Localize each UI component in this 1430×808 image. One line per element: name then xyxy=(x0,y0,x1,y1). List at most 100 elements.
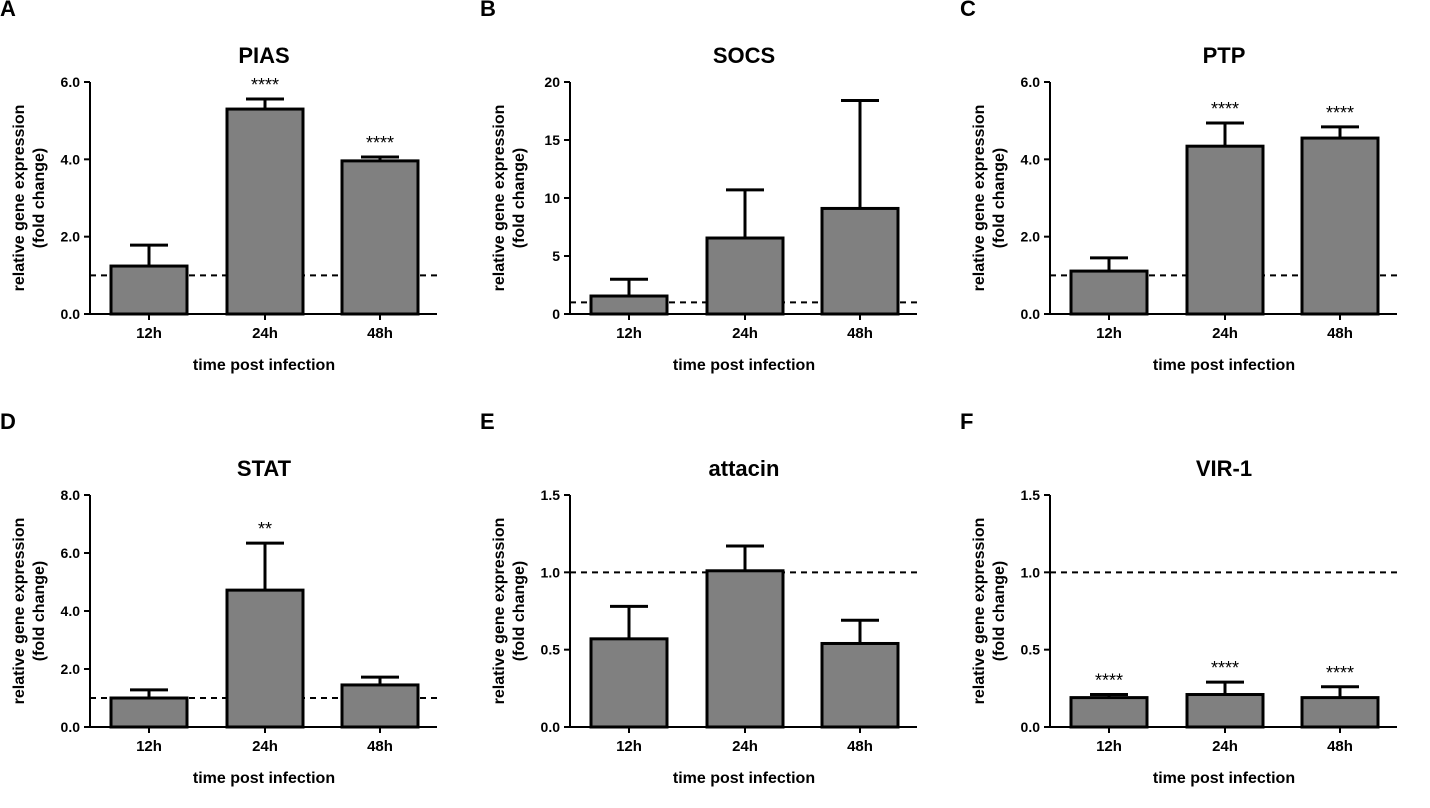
bar-24h xyxy=(1185,144,1265,316)
y-axis-label: relative gene expression (fold change) xyxy=(11,518,48,705)
bar-24h xyxy=(705,569,785,729)
bar-48h xyxy=(340,683,420,729)
y-axis-label-line: relative gene expression xyxy=(491,518,508,705)
chart-svg: B SOCS relative gene expression (fold chang… xyxy=(480,0,917,374)
significance-label: **** xyxy=(1095,671,1123,691)
bar-48h xyxy=(820,641,900,729)
panel-f: F VIR-1 relative gene expression (fold chan… xyxy=(960,409,1430,803)
panel-letter: A xyxy=(0,0,16,21)
y-tick-label: 5 xyxy=(552,248,560,264)
x-axis-label: time post infection xyxy=(193,770,335,787)
y-tick-label: 6.0 xyxy=(61,545,81,561)
y-axis-label-line: relative gene expression xyxy=(971,105,988,292)
x-axis-label: time post infection xyxy=(1153,357,1295,374)
x-axis-label: time post infection xyxy=(673,770,815,787)
x-tick-label: 48h xyxy=(367,738,393,755)
panel-a: A PIAS relative gene expression (fold chang… xyxy=(0,0,476,390)
x-tick-label: 12h xyxy=(616,325,642,342)
x-tick-label: 48h xyxy=(1327,325,1353,342)
y-axis-label-line: relative gene expression xyxy=(971,518,988,705)
bar-24h xyxy=(1185,693,1265,729)
bar-12h xyxy=(1069,696,1149,729)
x-axis-label: time post infection xyxy=(673,357,815,374)
y-tick-label: 4.0 xyxy=(61,151,81,167)
y-tick-label: 1.5 xyxy=(541,487,561,503)
panel-letter: F xyxy=(960,413,973,434)
bar-24h xyxy=(705,236,785,316)
x-tick-label: 24h xyxy=(1212,325,1238,342)
x-tick-label: 48h xyxy=(847,325,873,342)
y-tick-label: 2.0 xyxy=(1021,229,1041,245)
y-axis-label-line: relative gene expression xyxy=(491,105,508,292)
y-tick-label: 1.0 xyxy=(1021,564,1041,580)
x-tick-label: 48h xyxy=(367,325,393,342)
y-tick-label: 0.0 xyxy=(61,306,81,322)
bar-12h xyxy=(589,637,669,729)
chart-svg: D STAT relative gene expression (fold chang… xyxy=(0,409,437,787)
y-tick-label: 8.0 xyxy=(61,487,81,503)
x-tick-label: 12h xyxy=(1096,325,1122,342)
bar-24h xyxy=(225,107,305,316)
y-tick-label: 0.0 xyxy=(61,719,81,735)
bar-48h xyxy=(1300,696,1380,729)
x-tick-label: 24h xyxy=(252,325,278,342)
y-tick-label: 0.0 xyxy=(1021,719,1041,735)
y-tick-label: 2.0 xyxy=(61,661,81,677)
y-axis-label-line: (fold change) xyxy=(991,561,1008,661)
x-tick-label: 24h xyxy=(1212,738,1238,755)
y-axis-label: relative gene expression (fold change) xyxy=(491,105,528,292)
y-tick-label: 4.0 xyxy=(1021,151,1041,167)
y-tick-label: 0.0 xyxy=(1021,306,1041,322)
significance-label: **** xyxy=(251,75,279,95)
significance-label: ** xyxy=(258,519,272,539)
y-tick-label: 0 xyxy=(552,306,560,322)
x-tick-label: 12h xyxy=(136,738,162,755)
y-axis-label-line: (fold change) xyxy=(511,561,528,661)
x-axis-label: time post infection xyxy=(193,357,335,374)
y-tick-label: 1.0 xyxy=(541,564,561,580)
bar-12h xyxy=(109,264,189,316)
y-axis-label: relative gene expression (fold change) xyxy=(11,105,48,292)
y-axis-label: relative gene expression (fold change) xyxy=(971,105,1008,292)
y-tick-label: 2.0 xyxy=(61,229,81,245)
x-tick-label: 48h xyxy=(1327,738,1353,755)
chart-svg: F VIR-1 relative gene expression (fold chan… xyxy=(960,409,1397,787)
chart-title: STAT xyxy=(237,456,292,481)
x-tick-label: 24h xyxy=(732,325,758,342)
y-tick-label: 6.0 xyxy=(1021,74,1041,90)
chart-svg: C PTP relative gene expression (fold change… xyxy=(960,0,1397,374)
bar-12h xyxy=(1069,269,1149,316)
bar-12h xyxy=(589,294,669,316)
panel-letter: B xyxy=(480,0,496,21)
bar-48h xyxy=(820,206,900,316)
panel-letter: D xyxy=(0,413,16,434)
panel-letter: E xyxy=(480,413,495,434)
chart-title: PIAS xyxy=(238,43,289,68)
y-tick-label: 20 xyxy=(544,74,560,90)
y-tick-label: 0.5 xyxy=(541,642,561,658)
panel-d: D STAT relative gene expression (fold chang… xyxy=(0,409,476,803)
y-axis-label-line: relative gene expression xyxy=(11,518,28,705)
x-tick-label: 48h xyxy=(847,738,873,755)
panel-b: B SOCS relative gene expression (fold chang… xyxy=(480,0,956,390)
y-tick-label: 6.0 xyxy=(61,74,81,90)
x-tick-label: 12h xyxy=(616,738,642,755)
y-axis-label-line: relative gene expression xyxy=(11,105,28,292)
bar-48h xyxy=(340,159,420,316)
x-tick-label: 24h xyxy=(252,738,278,755)
significance-label: **** xyxy=(1326,663,1354,683)
panel-letter: C xyxy=(960,0,976,21)
panel-c: C PTP relative gene expression (fold change… xyxy=(960,0,1430,390)
chart-title: attacin xyxy=(709,456,780,481)
y-axis-label-line: (fold change) xyxy=(991,148,1008,248)
x-tick-label: 24h xyxy=(732,738,758,755)
bar-48h xyxy=(1300,136,1380,316)
chart-svg: A PIAS relative gene expression (fold chang… xyxy=(0,0,437,374)
y-axis-label-line: (fold change) xyxy=(31,561,48,661)
y-axis-label-line: (fold change) xyxy=(31,148,48,248)
bar-24h xyxy=(225,588,305,729)
x-tick-label: 12h xyxy=(136,325,162,342)
chart-title: VIR-1 xyxy=(1196,456,1252,481)
